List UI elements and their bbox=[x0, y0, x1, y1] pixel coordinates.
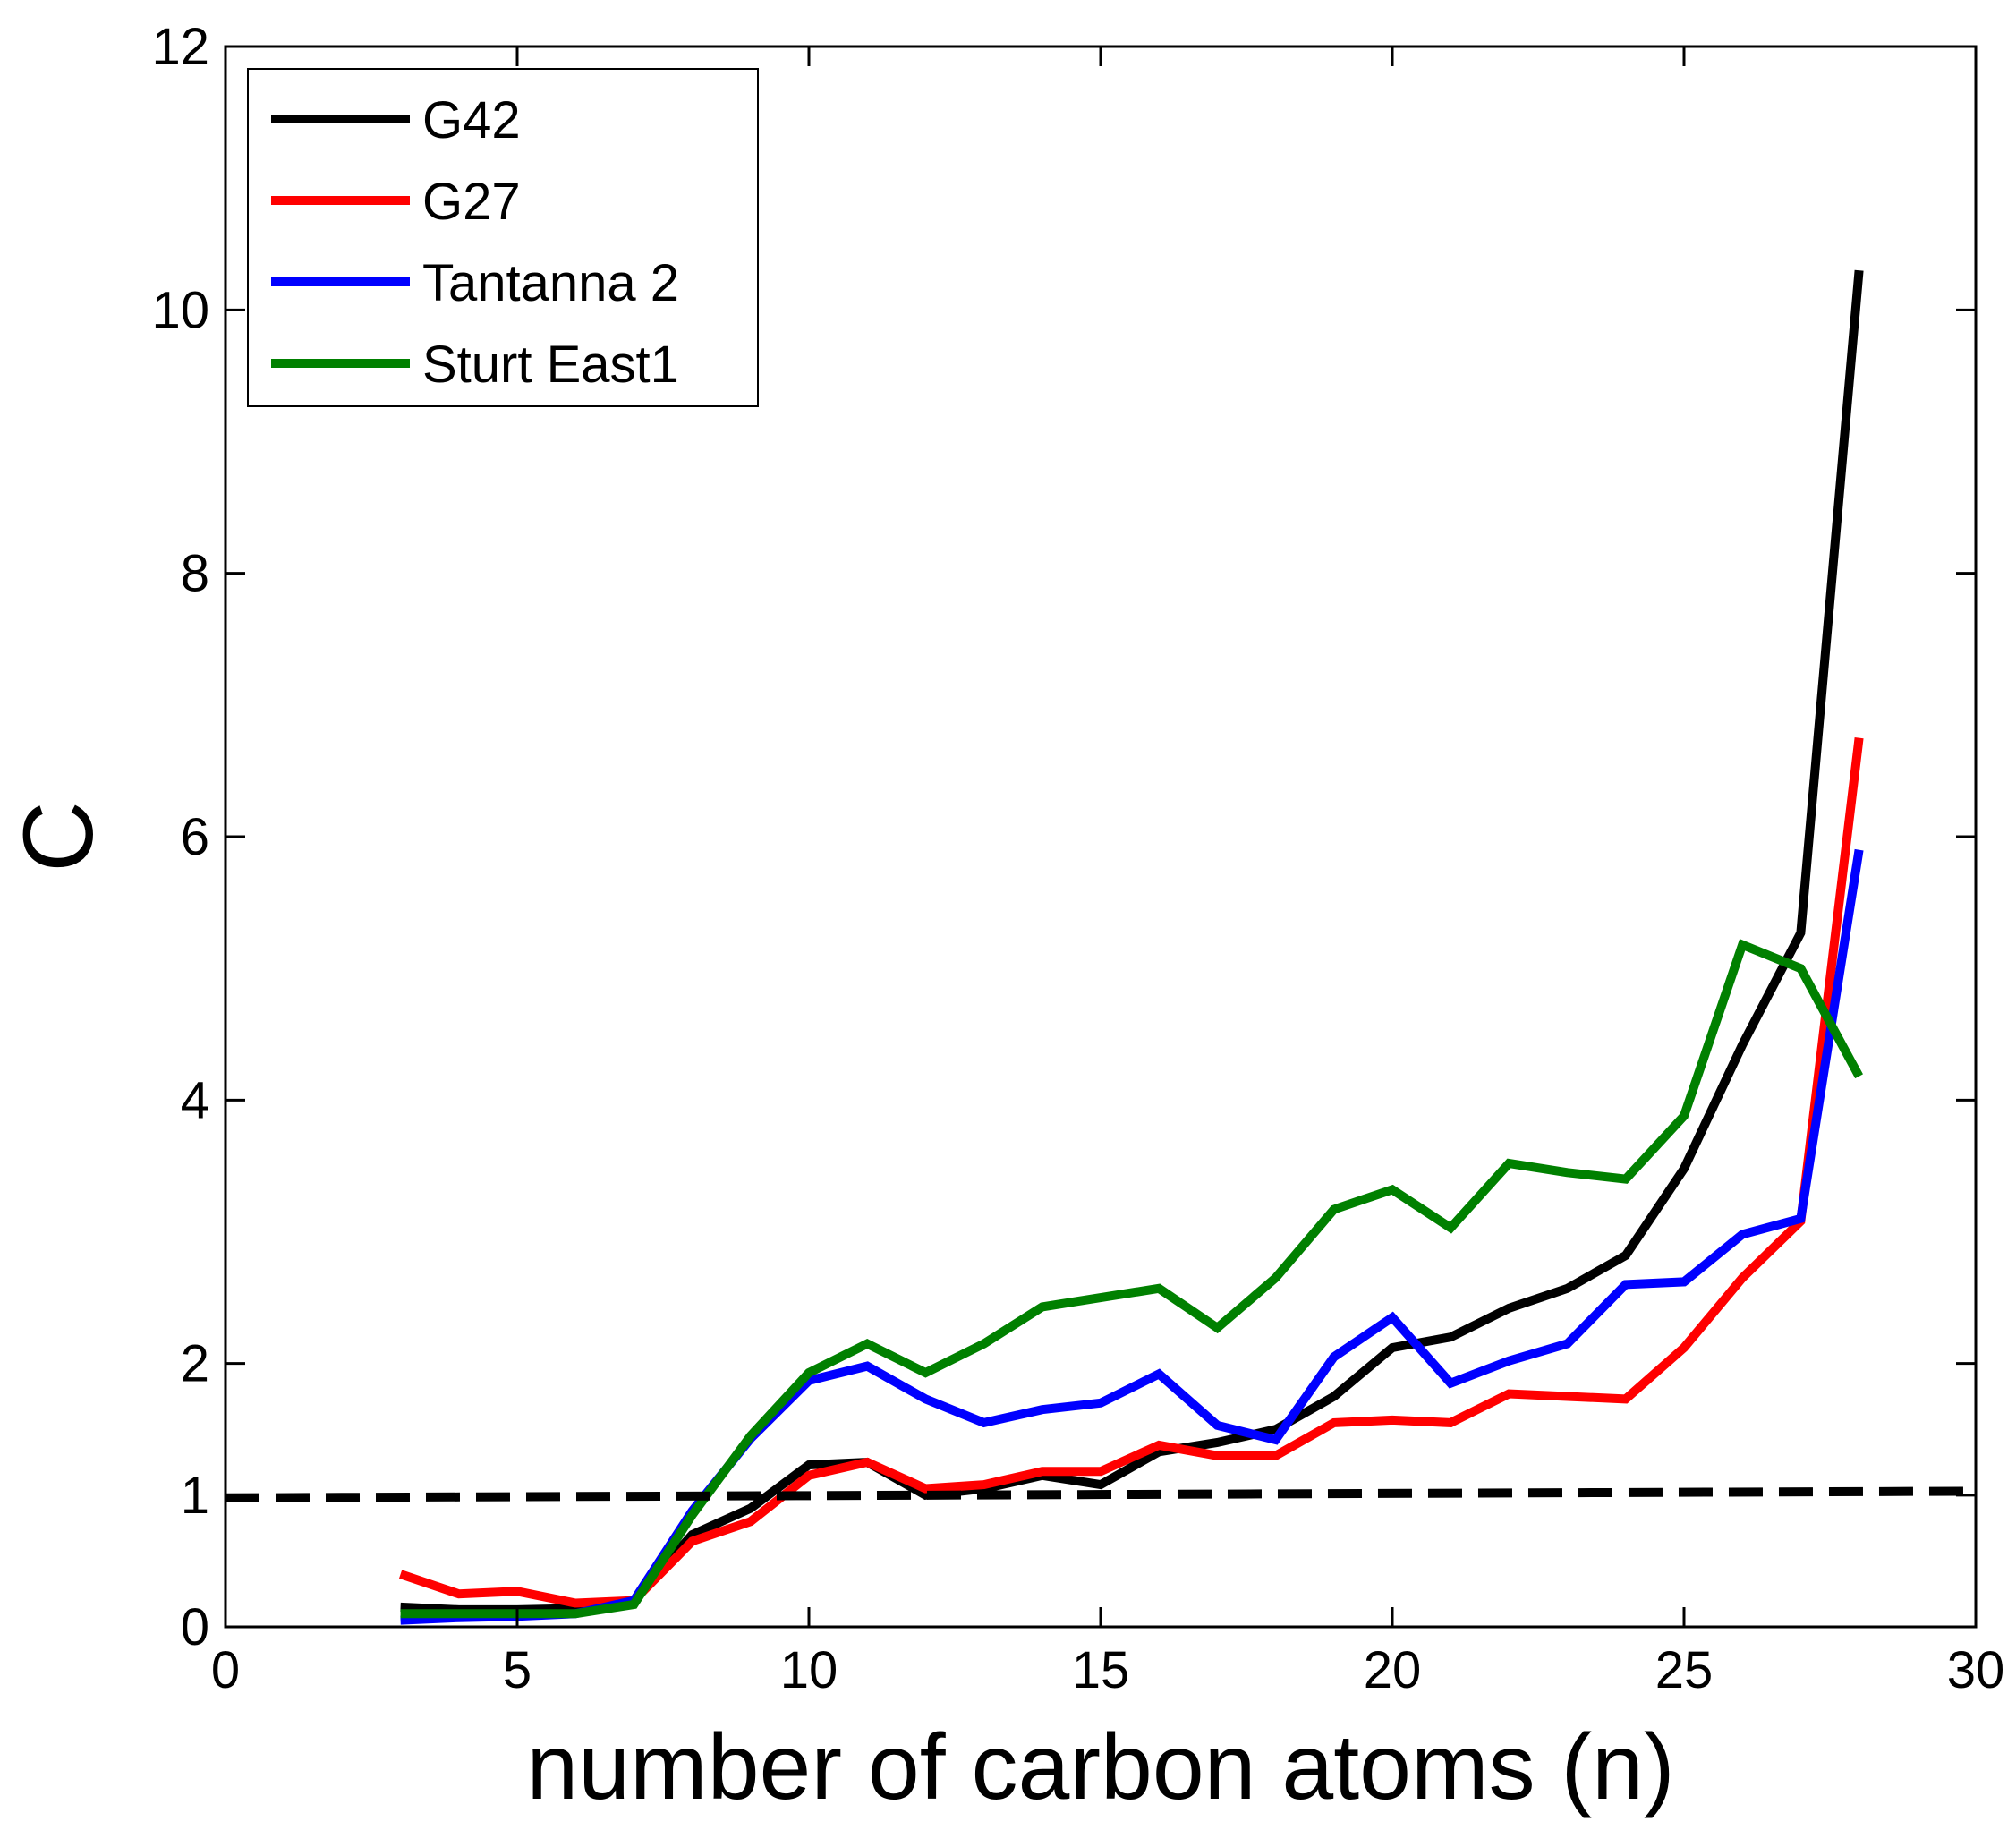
legend-label-tantanna-2: Tantanna 2 bbox=[422, 254, 679, 312]
x-tick-label: 15 bbox=[1072, 1641, 1130, 1699]
tick-layer bbox=[224, 45, 1978, 1629]
y-tick-label: 2 bbox=[181, 1335, 209, 1393]
y-tick-label: 10 bbox=[151, 281, 209, 339]
legend-label-g42: G42 bbox=[422, 91, 521, 149]
legend-label-sturt-east1: Sturt East1 bbox=[422, 336, 679, 394]
x-tick-label: 25 bbox=[1655, 1641, 1714, 1699]
x-tick-label: 0 bbox=[211, 1641, 240, 1699]
reference-line-dashed bbox=[225, 1486, 1977, 1502]
x-tick-label: 20 bbox=[1364, 1641, 1422, 1699]
series-layer bbox=[398, 269, 1864, 1625]
y-tick-label: 4 bbox=[181, 1071, 209, 1129]
y-tick-label: 8 bbox=[181, 545, 209, 603]
y-tick-label: 6 bbox=[181, 808, 209, 866]
legend: G42 G27 Tantanna 2 Sturt East1 bbox=[247, 68, 759, 407]
y-tick-label: 12 bbox=[151, 18, 209, 76]
x-tick-label: 5 bbox=[503, 1641, 532, 1699]
x-tick-labels: 0 5 10 15 20 25 30 bbox=[211, 1641, 2004, 1699]
y-tick-label: 1 bbox=[181, 1467, 209, 1525]
series-line-sturt-east1 bbox=[400, 939, 1863, 1619]
x-tick-label: 30 bbox=[1947, 1641, 2005, 1699]
y-tick-label: 0 bbox=[181, 1598, 209, 1656]
reference-line-layer bbox=[225, 1486, 1977, 1502]
x-tick-label: 10 bbox=[780, 1641, 838, 1699]
legend-label-g27: G27 bbox=[422, 173, 521, 231]
x-axis-title: number of carbon atoms (n) bbox=[526, 1715, 1674, 1819]
legend-box bbox=[247, 68, 759, 407]
legend-items: G42 G27 Tantanna 2 Sturt East1 bbox=[271, 91, 679, 394]
y-axis-title: C bbox=[4, 801, 114, 872]
